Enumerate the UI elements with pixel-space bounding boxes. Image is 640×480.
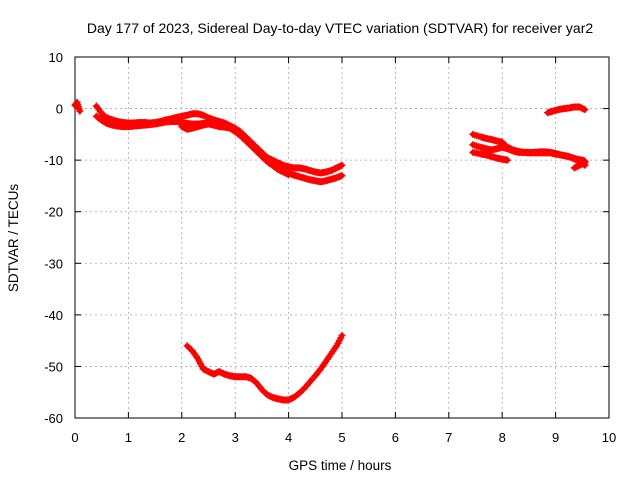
x-tick-label: 5 bbox=[338, 430, 345, 445]
x-tick-label: 8 bbox=[499, 430, 506, 445]
x-tick-label: 1 bbox=[125, 430, 132, 445]
series-trace bbox=[93, 103, 345, 176]
data-point bbox=[338, 172, 346, 180]
x-tick-label: 4 bbox=[285, 430, 292, 445]
y-tick-label: 10 bbox=[49, 50, 63, 65]
x-tick-label: 3 bbox=[232, 430, 239, 445]
y-tick-label: -30 bbox=[44, 256, 63, 271]
series-arc-a bbox=[92, 102, 346, 177]
y-tick-label: 0 bbox=[56, 102, 63, 117]
data-point bbox=[581, 106, 589, 114]
series-arc-r4 bbox=[570, 159, 589, 172]
series-arc-start-0 bbox=[71, 98, 84, 115]
x-tick-label: 6 bbox=[392, 430, 399, 445]
y-tick-label: -40 bbox=[44, 308, 63, 323]
data-point bbox=[338, 331, 346, 339]
data-series bbox=[71, 98, 589, 404]
x-tick-label: 7 bbox=[445, 430, 452, 445]
x-tick-label: 9 bbox=[552, 430, 559, 445]
x-tick-label: 10 bbox=[602, 430, 616, 445]
data-point bbox=[504, 156, 512, 164]
chart-title: Day 177 of 2023, Sidereal Day-to-day VTE… bbox=[87, 20, 593, 36]
grid bbox=[75, 57, 609, 418]
axis-ticks: 0 1 2 3 4 5 6 7 8 9 10 10 0 -10 -20 -30 -40 -50 -60 bbox=[44, 50, 616, 445]
data-point bbox=[581, 159, 589, 167]
data-point bbox=[76, 107, 84, 115]
series-arc-c bbox=[178, 120, 293, 179]
x-tick-label: 0 bbox=[71, 430, 78, 445]
series-arc-r3 bbox=[469, 148, 512, 164]
data-point bbox=[338, 161, 346, 169]
series-arc-low bbox=[183, 331, 346, 404]
y-tick-label: -50 bbox=[44, 359, 63, 374]
x-axis-label: GPS time / hours bbox=[289, 458, 392, 473]
y-axis-label: SDTVAR / TECUs bbox=[6, 184, 21, 293]
data-point bbox=[285, 171, 293, 179]
y-tick-label: -20 bbox=[44, 205, 63, 220]
x-tick-label: 2 bbox=[178, 430, 185, 445]
y-tick-label: -60 bbox=[44, 411, 63, 426]
y-tick-label: -10 bbox=[44, 153, 63, 168]
series-arc-r5 bbox=[544, 103, 589, 117]
